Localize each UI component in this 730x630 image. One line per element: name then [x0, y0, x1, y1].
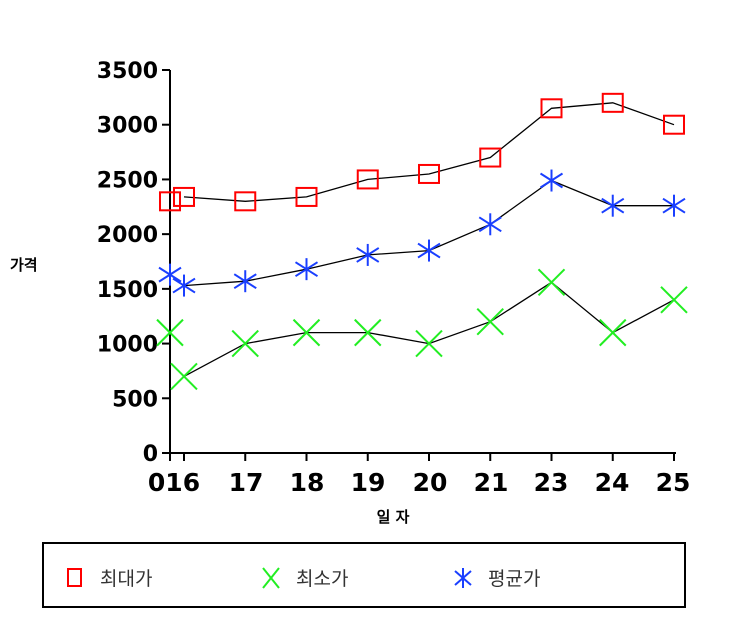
chart-axes — [169, 70, 676, 454]
y-tick-label: 2000 — [97, 223, 158, 248]
marker-stroke — [356, 247, 380, 263]
legend-item-max: 최대가 — [66, 564, 152, 591]
y-tick-label: 500 — [112, 387, 158, 412]
x-tick-label: 20 — [413, 468, 448, 497]
marker-stroke — [170, 362, 198, 391]
series-1 — [156, 268, 688, 391]
data-point-square — [159, 191, 181, 212]
data-point-x — [292, 318, 321, 347]
x-tick-label: 24 — [595, 468, 630, 497]
data-point-asterisk — [172, 274, 196, 297]
marker-stroke — [172, 277, 196, 294]
data-point-x — [156, 318, 184, 347]
y-tick-label: 2500 — [97, 168, 158, 193]
data-point-square — [479, 147, 502, 168]
series-line — [183, 281, 675, 377]
marker-stroke — [294, 261, 319, 278]
data-point-x — [660, 286, 688, 314]
data-point-square — [540, 98, 563, 119]
marker-stroke — [158, 266, 182, 283]
data-point-x — [476, 307, 504, 336]
data-point-x — [537, 268, 566, 296]
y-tick-label: 3500 — [97, 59, 158, 84]
legend-item-avg: 평균가 — [454, 564, 540, 591]
data-point-x — [354, 318, 382, 347]
chart-legend: 최대가 최소가 평균가 — [42, 542, 686, 608]
marker-stroke — [292, 318, 321, 347]
marker-stroke — [662, 197, 686, 214]
legend-label: 평균가 — [488, 568, 541, 590]
marker-stroke — [601, 197, 625, 214]
data-point-asterisk — [539, 169, 564, 192]
legend-label: 최대가 — [100, 568, 153, 590]
data-point-square — [173, 186, 195, 207]
data-point-square — [663, 114, 685, 135]
y-tick-label: 1000 — [97, 333, 158, 358]
data-point-square — [234, 191, 257, 212]
y-tick-label: 1500 — [97, 278, 158, 303]
x-tick-label: 25 — [656, 468, 691, 497]
marker-stroke — [537, 268, 566, 296]
red-square-icon — [67, 567, 82, 587]
y-tick-label: 3000 — [97, 114, 158, 139]
y-axis-ticks: 0 500 1000 1500 2000 2500 3000 3500 — [97, 59, 170, 467]
series-line — [183, 102, 675, 202]
line-chart: 0 500 1000 1500 2000 2500 3000 3500 016 17 18 19 20… — [10, 59, 690, 526]
series-2 — [158, 169, 686, 297]
x-tick-label: 19 — [351, 468, 386, 497]
data-point-asterisk — [417, 239, 441, 262]
legend-label: 최소가 — [296, 568, 349, 590]
data-point-square — [295, 186, 318, 207]
x-tick-label: 016 — [148, 468, 200, 497]
marker-stroke — [660, 286, 688, 314]
marker-stroke — [539, 172, 564, 189]
marker-stroke — [476, 307, 504, 336]
x-tick-label: 17 — [229, 468, 264, 497]
marker-stroke — [415, 329, 443, 358]
series-0 — [159, 92, 685, 212]
marker-stroke — [354, 318, 382, 347]
blue-asterisk-icon — [454, 567, 472, 588]
chart-series — [156, 92, 688, 391]
marker-stroke — [231, 329, 259, 358]
y-axis-title: 가격 — [10, 256, 38, 274]
data-point-asterisk — [662, 194, 686, 217]
data-point-x — [599, 318, 627, 347]
marker-stroke — [156, 318, 184, 347]
data-point-square — [356, 169, 379, 190]
marker-stroke — [417, 242, 441, 259]
y-tick-label: 0 — [143, 442, 158, 467]
x-tick-label: 21 — [474, 468, 509, 497]
green-x-icon — [262, 566, 280, 589]
x-axis-ticks: 016 17 18 19 20 21 23 24 25 — [148, 453, 690, 497]
data-point-asterisk — [294, 258, 319, 281]
data-point-square — [418, 163, 440, 184]
data-point-asterisk — [601, 194, 625, 217]
data-point-square — [601, 92, 624, 113]
x-tick-label: 23 — [534, 468, 569, 497]
data-point-x — [231, 329, 259, 358]
legend-item-min: 최소가 — [262, 564, 348, 591]
data-point-x — [170, 362, 198, 391]
data-point-x — [415, 329, 443, 358]
series-line — [183, 179, 674, 287]
data-point-asterisk — [478, 213, 502, 236]
data-point-asterisk — [356, 243, 380, 266]
marker-stroke — [478, 216, 502, 233]
marker-stroke — [233, 273, 257, 290]
data-point-asterisk — [158, 263, 182, 286]
x-axis-title: 일 자 — [377, 508, 410, 526]
x-tick-label: 18 — [290, 468, 325, 497]
marker-stroke — [599, 318, 627, 347]
data-point-asterisk — [233, 270, 257, 293]
